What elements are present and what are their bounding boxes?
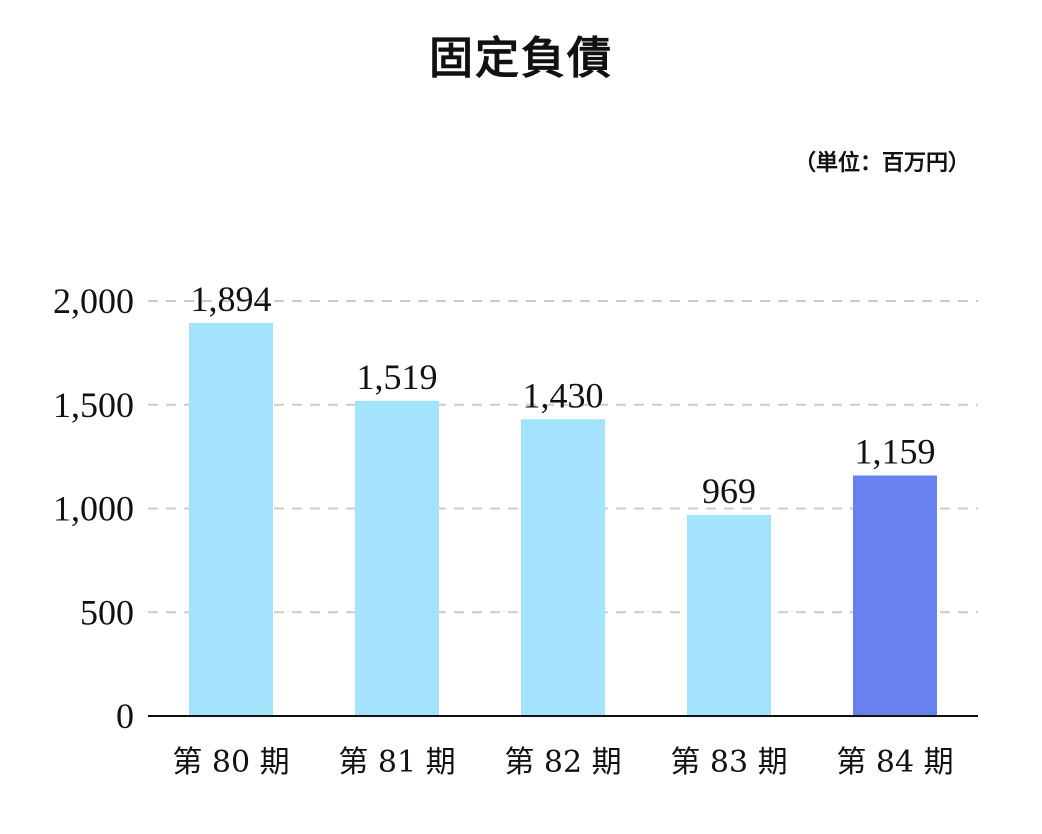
bar: [687, 514, 771, 716]
data-label: 969: [702, 471, 756, 511]
y-tick-label: 1,000: [53, 489, 134, 529]
y-tick-label: 1,500: [53, 385, 134, 425]
bar: [355, 400, 439, 716]
bar: [189, 322, 273, 716]
data-label: 1,894: [191, 279, 272, 319]
x-tick-label: 第 81 期: [338, 745, 455, 780]
x-tick-label: 第 84 期: [836, 745, 953, 780]
unit-label: （単位：百万円）: [793, 150, 970, 176]
data-label: 1,430: [523, 375, 604, 415]
y-tick-label: 2,000: [53, 281, 134, 321]
x-tick-label: 第 80 期: [172, 745, 289, 780]
y-tick-label: 0: [116, 696, 134, 736]
bar: [853, 475, 937, 716]
data-label: 1,159: [855, 432, 936, 472]
chart-title: 固定負債: [429, 33, 613, 84]
x-tick-label: 第 83 期: [670, 745, 787, 780]
data-label: 1,519: [357, 357, 438, 397]
y-tick-label: 500: [80, 592, 134, 632]
bar: [521, 419, 605, 716]
x-tick-label: 第 82 期: [504, 745, 621, 780]
